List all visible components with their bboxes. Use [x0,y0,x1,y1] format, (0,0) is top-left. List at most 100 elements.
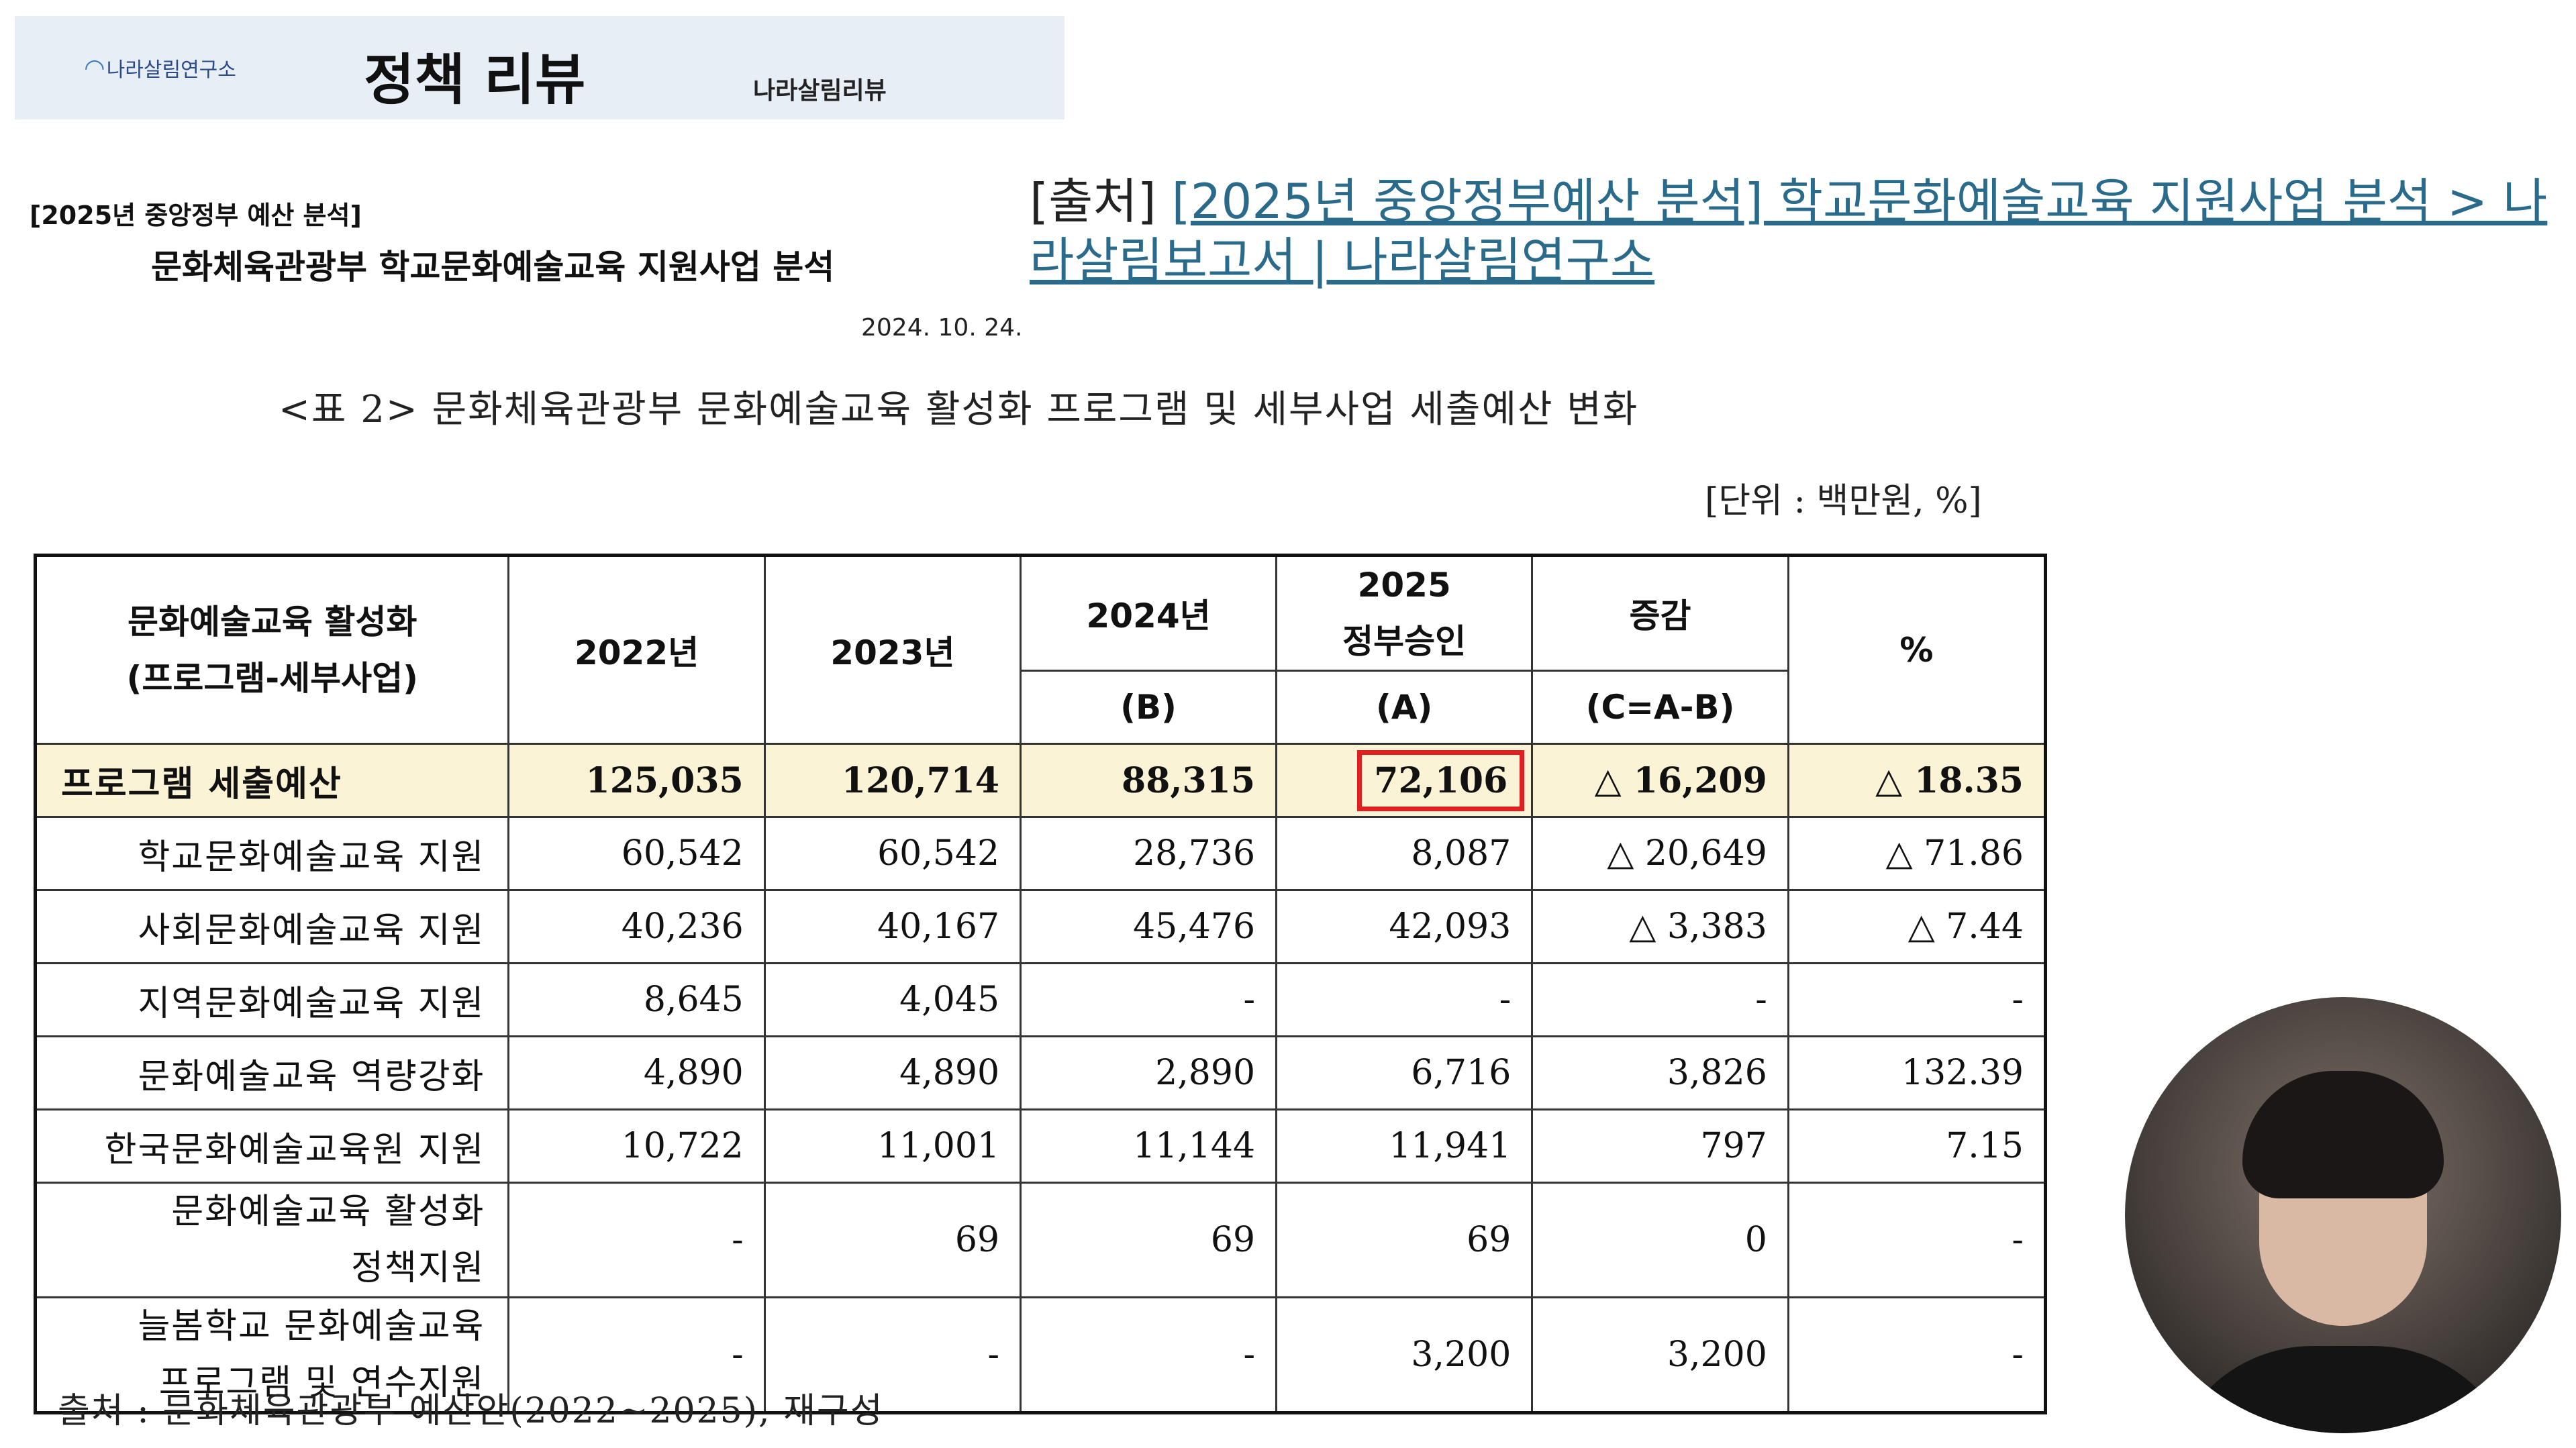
header-2025: 2025 정부승인 [1275,554,1534,672]
row-name: 사회문화예술교육 지원 [34,889,510,964]
row-change: 797 [1531,1108,1789,1184]
row-2023: 40,167 [763,889,1022,964]
row-2025: 3,200 [1275,1296,1534,1414]
table-row: 문화예술교육 역량강화 4,890 4,890 2,890 6,716 3,82… [34,1035,2047,1110]
table-caption: <표 2> 문화체육관광부 문화예술교육 활성화 프로그램 및 세부사업 세출예… [279,388,1639,431]
row-change: △ 20,649 [1531,816,1789,891]
table-row: 지역문화예술교육 지원 8,645 4,045 - - - - [34,962,2047,1037]
source-link[interactable]: [2025년 중앙정부예산 분석] 학교문화예술교육 지원사업 분석 > 나라살… [1030,173,2548,289]
org-logo: ◠ 나라살림연구소 [85,51,236,85]
table-footnote: 출처 : 문화체육관광부 예산안(2022~2025), 재구성 [58,1391,884,1431]
table-header-row: 문화예술교육 활성화 (프로그램-세부사업) 2022년 2023년 2024년… [34,554,2047,745]
row-2025: 42,093 [1275,889,1534,964]
banner-subtitle: 나라살림리뷰 [753,77,887,105]
row-pct: △ 7.44 [1787,889,2047,964]
header-pct: % [1787,554,2047,745]
row-2023: 69 [763,1182,1022,1298]
row-2023: 4,045 [763,962,1022,1037]
header-program-line2: (프로그램-세부사업) [126,658,418,698]
row-2022: 60,542 [507,816,766,891]
highlighted-2025-value: 72,106 [1357,749,1525,811]
row-2025: - [1275,962,1534,1037]
row-pct: - [1787,962,2047,1037]
row-change: - [1531,962,1789,1037]
header-2025-line1: 2025 [1357,566,1451,605]
row-2023: - [763,1296,1022,1414]
row-name: 문화예술교육 역량강화 [34,1035,510,1110]
program-total-row: 프로그램 세출예산 125,035 120,714 88,315 72,106 … [34,743,2047,818]
row-2024: 69 [1020,1182,1278,1298]
row-2024: 2,890 [1020,1035,1278,1110]
presenter-hair [2242,1071,2444,1198]
row-pct: 7.15 [1787,1108,2047,1184]
row-name: 학교문화예술교육 지원 [34,816,510,891]
row-2023: 11,001 [763,1108,1022,1184]
row-2022: 4,890 [507,1035,766,1110]
row-2024: 11,144 [1020,1108,1278,1184]
program-pct: △ 18.35 [1787,743,2047,818]
row-2025: 69 [1275,1182,1534,1298]
header-2024-sub: (B) [1020,670,1278,745]
row-2024: - [1020,1296,1278,1414]
org-logo-text: 나라살림연구소 [106,58,236,82]
row-change: 3,200 [1531,1296,1789,1414]
row-2022: 40,236 [507,889,766,964]
row-pct: 132.39 [1787,1035,2047,1110]
header-2025-sub: (A) [1275,670,1534,745]
presenter-shirt [2165,1346,2521,1433]
row-name-line1: 늘봄학교 문화예술교육 [138,1306,485,1347]
budget-table: 문화예술교육 활성화 (프로그램-세부사업) 2022년 2023년 2024년… [34,554,2047,1414]
table-row: 사회문화예술교육 지원 40,236 40,167 45,476 42,093 … [34,889,2047,964]
header-program-line1: 문화예술교육 활성화 [127,602,417,641]
webcam-overlay [2125,997,2561,1433]
header-change: 증감 [1531,554,1789,672]
row-2022: - [507,1182,766,1298]
row-name: 한국문화예술교육원 지원 [34,1108,510,1184]
row-2025: 6,716 [1275,1035,1534,1110]
program-2022: 125,035 [507,743,766,818]
program-2025-cell: 72,106 [1275,743,1534,818]
program-2023: 120,714 [763,743,1022,818]
row-name-line1: 문화예술교육 활성화 [171,1192,485,1232]
org-logo-icon: ◠ [85,54,104,82]
header-2024: 2024년 [1020,554,1278,672]
header-2023: 2023년 [763,554,1022,745]
program-change: △ 16,209 [1531,743,1789,818]
banner-title: 정책 리뷰 [364,48,586,112]
row-name-line2: 프로그램 및 연수지원 [158,1363,485,1403]
document-title: 문화체육관광부 학교문화예술교육 지원사업 분석 [151,248,835,287]
row-2024: 45,476 [1020,889,1278,964]
table-unit: [단위 : 백만원, %] [1705,481,1982,521]
row-2022: 10,722 [507,1108,766,1184]
table-row: 한국문화예술교육원 지원 10,722 11,001 11,144 11,941… [34,1108,2047,1184]
row-pct: △ 71.86 [1787,816,2047,891]
row-2022: 8,645 [507,962,766,1037]
header-change-sub: (C=A-B) [1531,670,1789,745]
row-pct: - [1787,1296,2047,1414]
row-name-line2: 정책지원 [351,1248,485,1288]
row-change: 3,826 [1531,1035,1789,1110]
table-row: 학교문화예술교육 지원 60,542 60,542 28,736 8,087 △… [34,816,2047,891]
row-2023: 4,890 [763,1035,1022,1110]
header-program: 문화예술교육 활성화 (프로그램-세부사업) [34,554,510,745]
row-pct: - [1787,1182,2047,1298]
header-2022: 2022년 [507,554,766,745]
table-subheader-row: (B) (A) (C=A-B) [36,670,2046,745]
row-2023: 60,542 [763,816,1022,891]
row-2022: - [507,1296,766,1414]
program-2024: 88,315 [1020,743,1278,818]
document-date: 2024. 10. 24. [861,314,1023,342]
program-name: 프로그램 세출예산 [34,743,510,818]
row-name: 늘봄학교 문화예술교육 프로그램 및 연수지원 [34,1296,510,1414]
row-name: 문화예술교육 활성화 정책지원 [34,1182,510,1298]
table-row: 늘봄학교 문화예술교육 프로그램 및 연수지원 - - - 3,200 3,20… [34,1296,2047,1414]
document-label: [2025년 중앙정부 예산 분석] [30,201,362,230]
row-2024: 28,736 [1020,816,1278,891]
source-citation: [출처] [2025년 중앙정부예산 분석] 학교문화예술교육 지원사업 분석 … [1030,172,2573,290]
row-change: 0 [1531,1182,1789,1298]
table-row: 문화예술교육 활성화 정책지원 - 69 69 69 0 - [34,1182,2047,1298]
source-prefix: [출처] [1030,173,1156,229]
row-2024: - [1020,962,1278,1037]
row-change: △ 3,383 [1531,889,1789,964]
row-name: 지역문화예술교육 지원 [34,962,510,1037]
